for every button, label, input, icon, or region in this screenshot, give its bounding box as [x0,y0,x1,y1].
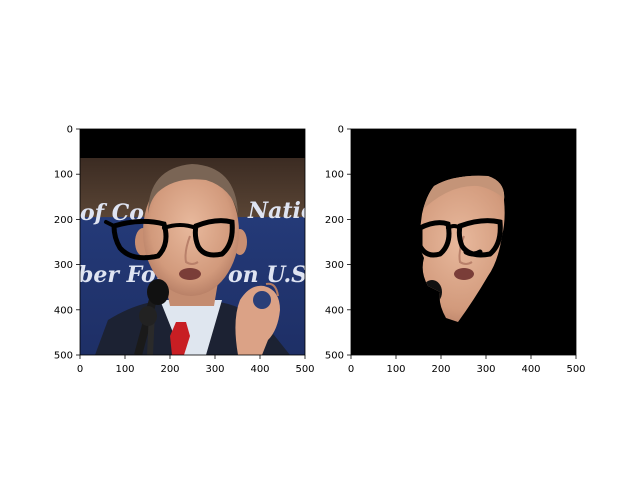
left-y-tick-label: 500 [54,351,73,362]
axes-right: 0 100 200 300 400 500 0 100 200 300 400 500 [325,125,586,376]
left-y-tick-label: 0 [67,125,73,136]
shirt [160,300,222,355]
original-photo: of Co Natio ber Fou on U.S. [80,129,316,355]
face [143,168,239,296]
right-x-tick-label: 200 [431,364,450,375]
right-x-tick-label: 500 [566,364,585,375]
left-x-tick-label: 400 [250,364,269,375]
right-y-tick-label: 300 [325,260,344,271]
right-y-tick-label: 500 [325,351,344,362]
right-x-tick-label: 0 [348,364,354,375]
right-x-tick-label: 400 [521,364,540,375]
drawn-glasses [104,218,235,261]
right-y-tick-label: 0 [338,125,344,136]
backdrop-text-line-2: Natio [247,198,316,224]
segmented-face [351,129,576,355]
axes-left: 0 100 200 300 400 500 0 100 200 300 400 500 [54,125,315,376]
segmented-face-panel [350,128,577,356]
right-y-tick-label: 400 [325,305,344,316]
left-x-tick-label: 100 [115,364,134,375]
right-y-tick-label: 100 [325,170,344,181]
hand [235,282,280,355]
left-x-tick-label: 300 [205,364,224,375]
right-x-tick-label: 100 [386,364,405,375]
right-y-tick-label: 200 [325,215,344,226]
left-y-tick-label: 300 [54,260,73,271]
microphones [134,279,169,355]
drawn-glasses-masked [417,218,503,258]
left-x-tick-label: 0 [77,364,83,375]
left-x-tick-label: 200 [160,364,179,375]
right-x-tick-label: 300 [476,364,495,375]
backdrop-text: of Co Natio ber Fou on U.S. [80,198,316,288]
left-y-tick-label: 400 [54,305,73,316]
original-photo-panel: of Co Natio ber Fou on U.S. [79,128,316,356]
left-y-tick-label: 100 [54,170,73,181]
tie [170,322,190,355]
left-y-tick-label: 200 [54,215,73,226]
left-x-tick-label: 500 [295,364,314,375]
